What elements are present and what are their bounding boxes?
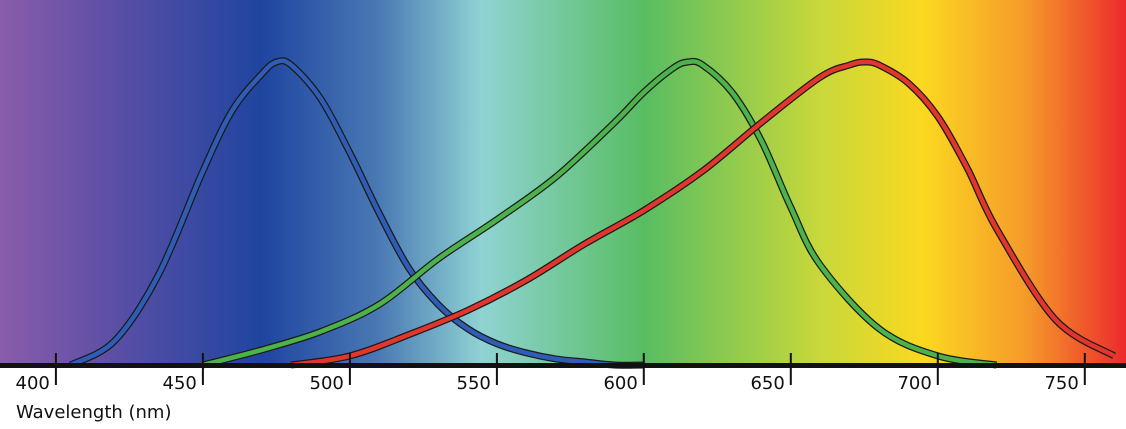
short-cone-curve xyxy=(69,58,644,368)
long-cone-curve xyxy=(290,59,1116,368)
x-tick-label: 500 xyxy=(310,373,344,394)
x-tick-label: 400 xyxy=(16,373,50,394)
series-layer xyxy=(68,57,1117,369)
x-tick-label: 450 xyxy=(163,373,197,394)
x-tick-label: 600 xyxy=(603,373,637,394)
x-tick-label: 550 xyxy=(457,373,491,394)
spectrum-background xyxy=(0,0,1126,366)
x-tick-label: 700 xyxy=(897,373,931,394)
x-tick-label: 650 xyxy=(750,373,784,394)
x-axis-line xyxy=(0,363,1126,368)
x-axis-title: Wavelength (nm) xyxy=(16,402,172,423)
x-tick-label: 750 xyxy=(1044,373,1078,394)
medium-cone-curve xyxy=(202,59,997,368)
x-ticks: 400 450 500 550 600 650 700 750 xyxy=(16,353,1086,394)
